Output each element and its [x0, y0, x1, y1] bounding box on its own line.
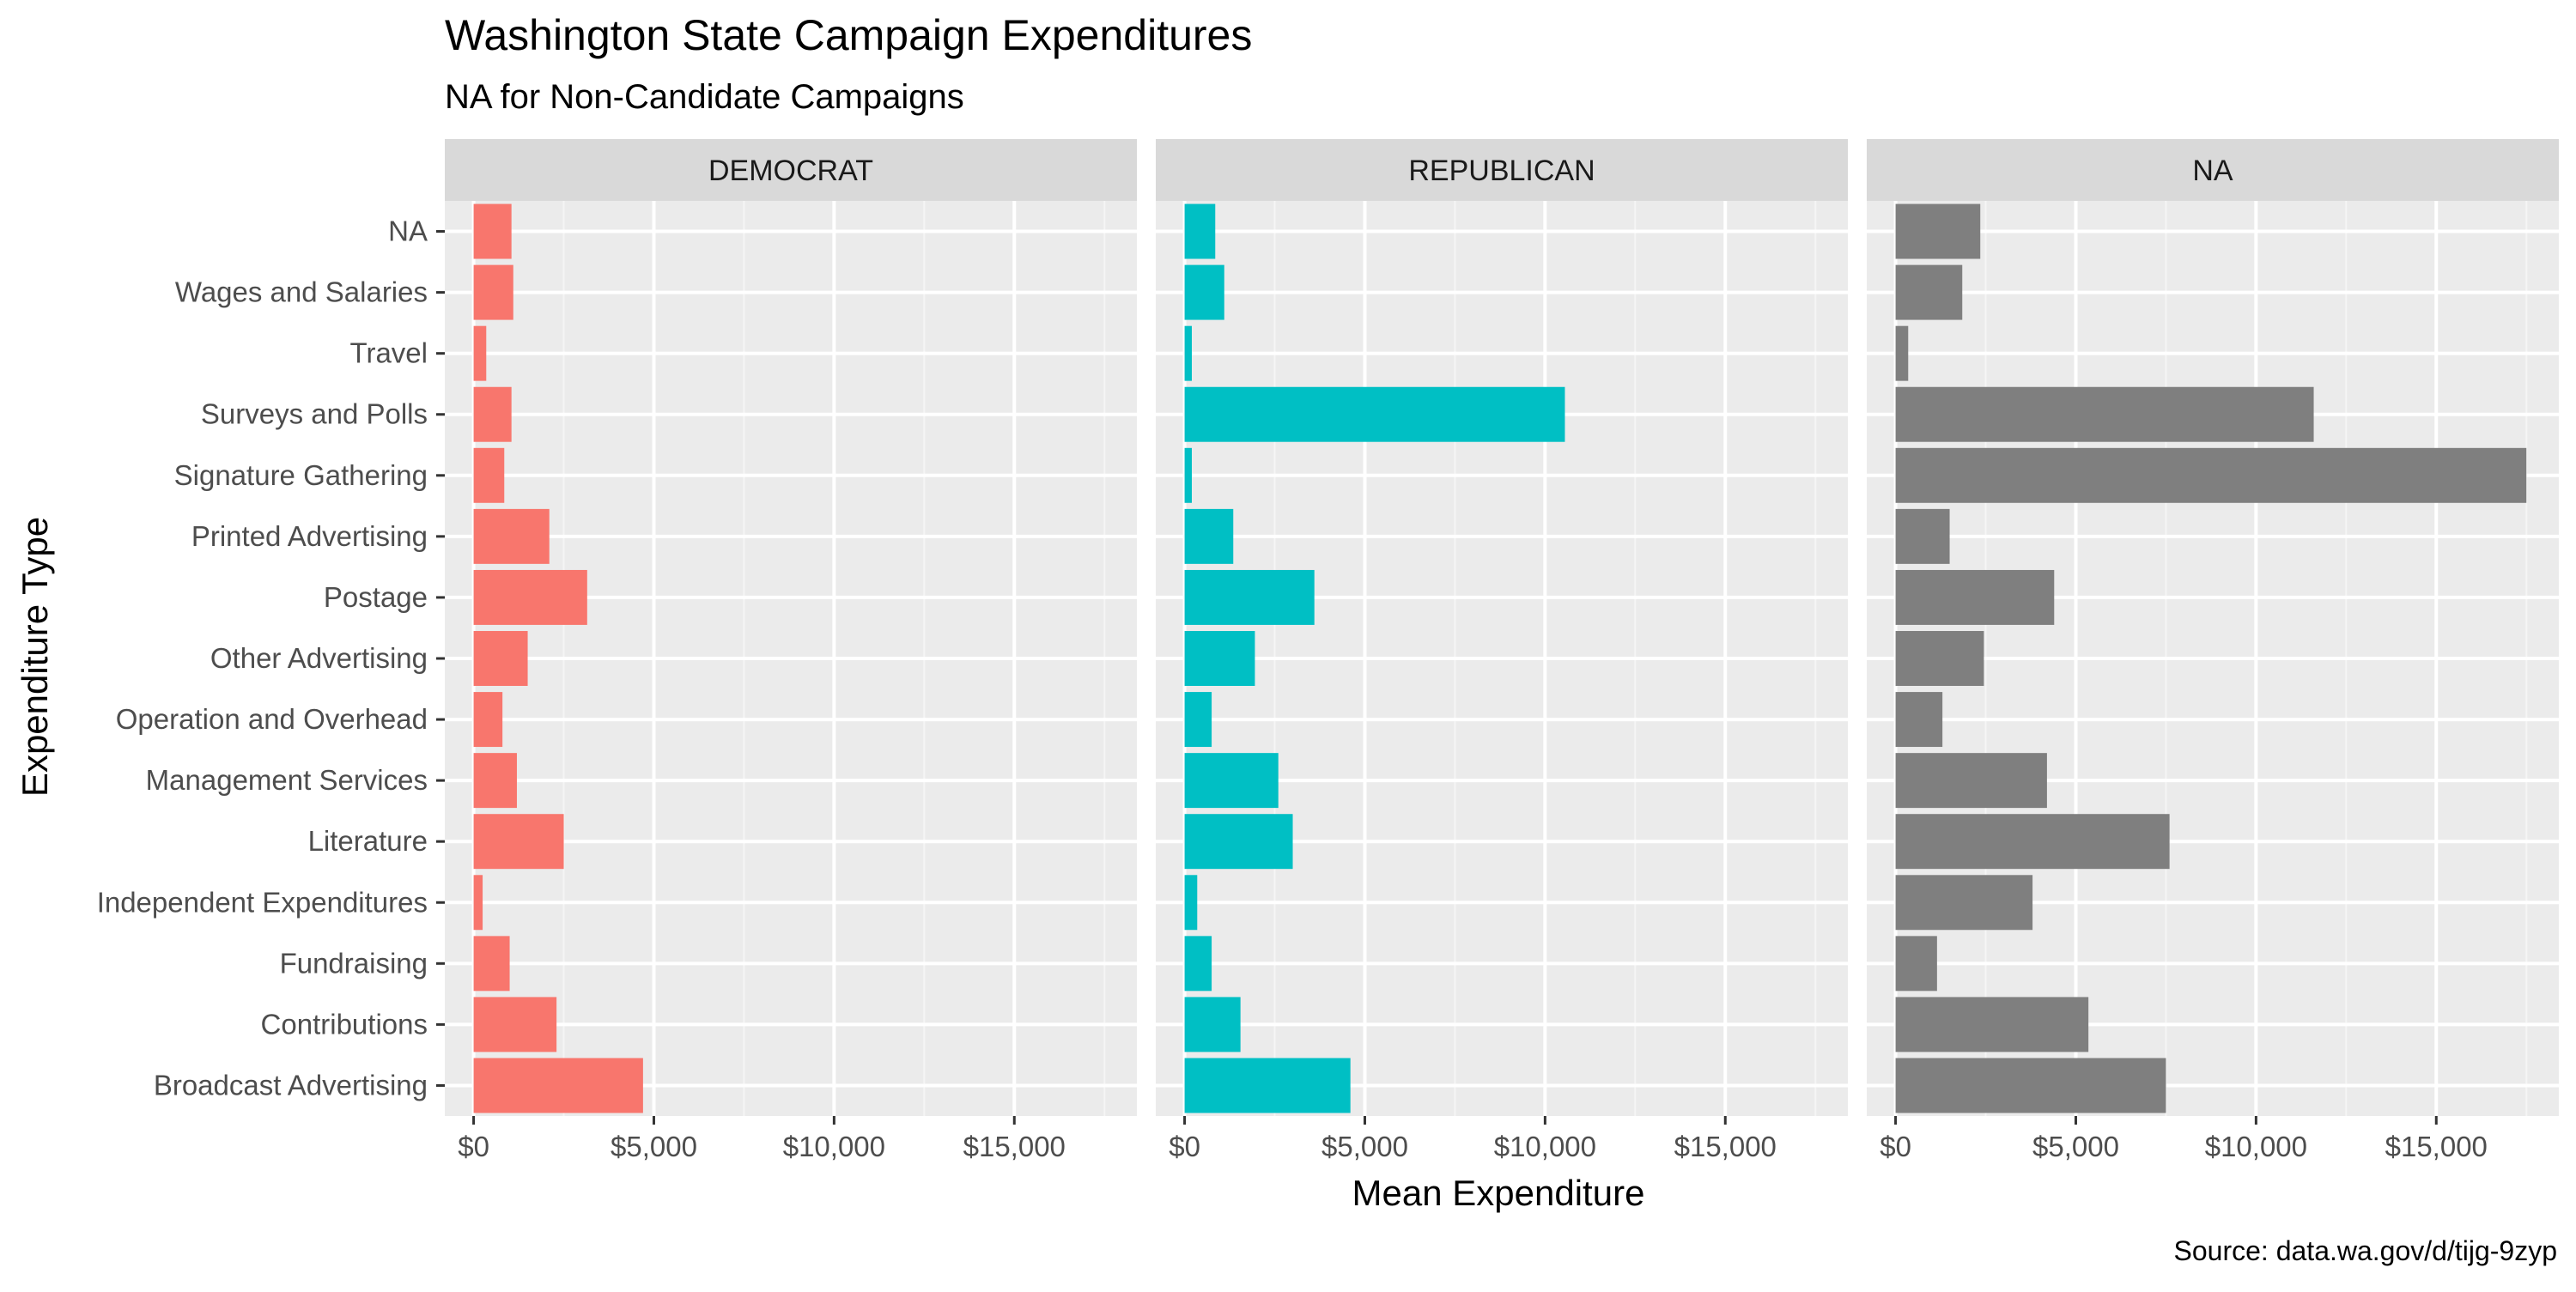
- bar-democrat-5: [473, 508, 550, 564]
- x-tick-label: $5,000: [2032, 1131, 2119, 1162]
- bar-na-1: [1895, 264, 1963, 320]
- x-tick-label: $15,000: [1674, 1131, 1777, 1162]
- x-tick-label: $5,000: [611, 1131, 697, 1162]
- x-tick-label: $0: [1169, 1131, 1200, 1162]
- bar-republican-10: [1184, 814, 1293, 870]
- bar-democrat-8: [473, 692, 503, 748]
- bar-na-13: [1895, 997, 2089, 1052]
- facet-strip-label: DEMOCRAT: [708, 155, 873, 187]
- chart-caption: Source: data.wa.gov/d/tijg-9zyp: [2174, 1235, 2557, 1266]
- bar-republican-9: [1184, 753, 1279, 809]
- bar-democrat-11: [473, 875, 483, 931]
- bar-republican-0: [1184, 203, 1216, 259]
- bar-na-9: [1895, 753, 2047, 809]
- bar-democrat-4: [473, 447, 505, 503]
- bar-republican-12: [1184, 936, 1212, 992]
- bar-republican-3: [1184, 386, 1565, 442]
- x-tick-label: $0: [1880, 1131, 1911, 1162]
- bar-na-4: [1895, 447, 2527, 503]
- bar-na-14: [1895, 1058, 2166, 1113]
- bar-republican-2: [1184, 325, 1192, 381]
- bar-na-5: [1895, 508, 1950, 564]
- bar-republican-14: [1184, 1058, 1351, 1113]
- x-axis-title: Mean Expenditure: [1352, 1173, 1645, 1213]
- bar-republican-7: [1184, 631, 1255, 686]
- x-tick-label: $15,000: [963, 1131, 1066, 1162]
- bar-republican-8: [1184, 692, 1212, 748]
- bar-na-10: [1895, 814, 2170, 870]
- facet-panel-1: REPUBLICAN $0 $5,000 $10,000 $15,000: [1156, 139, 1848, 1162]
- bar-democrat-3: [473, 386, 512, 442]
- facet-strip: [445, 139, 1137, 201]
- bar-na-7: [1895, 631, 1984, 686]
- y-tick-label: Printed Advertising: [191, 520, 428, 552]
- y-axis: NA Wages and Salaries Travel Surveys and Po…: [97, 215, 445, 1101]
- bar-democrat-1: [473, 264, 513, 320]
- facet-strip: [1867, 139, 2559, 201]
- bar-republican-13: [1184, 997, 1241, 1052]
- facet-strip-label: NA: [2192, 155, 2233, 187]
- bar-democrat-2: [473, 325, 487, 381]
- bar-na-12: [1895, 936, 1937, 992]
- y-tick-label: Literature: [308, 825, 428, 857]
- facet-panel-0: DEMOCRAT $0 $5,000 $10,000 $15,000: [445, 139, 1137, 1162]
- chart-title: Washington State Campaign Expenditures: [445, 11, 1252, 59]
- y-tick-label: NA: [388, 215, 428, 247]
- bar-democrat-7: [473, 631, 528, 686]
- y-tick-label: Postage: [324, 581, 428, 613]
- bar-republican-4: [1184, 447, 1192, 503]
- y-tick-label: Management Services: [146, 764, 428, 796]
- bar-na-6: [1895, 569, 2055, 625]
- bar-democrat-9: [473, 753, 517, 809]
- y-tick-label: Wages and Salaries: [175, 276, 428, 308]
- x-tick-label: $15,000: [2385, 1131, 2488, 1162]
- facet-strip-label: REPUBLICAN: [1408, 155, 1595, 187]
- bar-na-0: [1895, 203, 1981, 259]
- x-tick-label: $10,000: [1494, 1131, 1596, 1162]
- x-tick-label: $0: [458, 1131, 489, 1162]
- bar-democrat-12: [473, 936, 510, 992]
- bar-democrat-6: [473, 569, 587, 625]
- x-tick-label: $5,000: [1321, 1131, 1408, 1162]
- bar-na-3: [1895, 386, 2314, 442]
- bar-republican-6: [1184, 569, 1315, 625]
- facet-strip: [1156, 139, 1848, 201]
- facet-panel-2: NA $0 $5,000 $10,000 $15,000: [1867, 139, 2559, 1162]
- chart-subtitle: NA for Non-Candidate Campaigns: [445, 78, 964, 116]
- bar-na-2: [1895, 325, 1909, 381]
- bar-na-11: [1895, 875, 2033, 931]
- y-tick-label: Other Advertising: [210, 642, 428, 674]
- y-axis-title: Expenditure Type: [15, 517, 55, 797]
- bar-republican-11: [1184, 875, 1198, 931]
- y-tick-label: Independent Expenditures: [97, 886, 428, 918]
- x-tick-label: $10,000: [2205, 1131, 2307, 1162]
- facet-panels: DEMOCRAT$0 $5,000 $10,000 $15,000REPUBLICAN…: [445, 139, 2559, 1162]
- x-tick-label: $10,000: [783, 1131, 885, 1162]
- bar-democrat-14: [473, 1058, 643, 1113]
- bar-democrat-10: [473, 814, 564, 870]
- y-tick-label: Fundraising: [280, 947, 428, 979]
- y-tick-label: Signature Gathering: [174, 459, 428, 491]
- bar-democrat-0: [473, 203, 512, 259]
- y-tick-label: Operation and Overhead: [116, 703, 428, 735]
- y-tick-label: Surveys and Polls: [201, 398, 428, 430]
- y-tick-label: Contributions: [261, 1008, 428, 1040]
- y-tick-label: Broadcast Advertising: [154, 1069, 428, 1101]
- bar-republican-5: [1184, 508, 1234, 564]
- bar-na-8: [1895, 692, 1943, 748]
- y-tick-label: Travel: [350, 337, 428, 369]
- bar-democrat-13: [473, 997, 557, 1052]
- bar-republican-1: [1184, 264, 1224, 320]
